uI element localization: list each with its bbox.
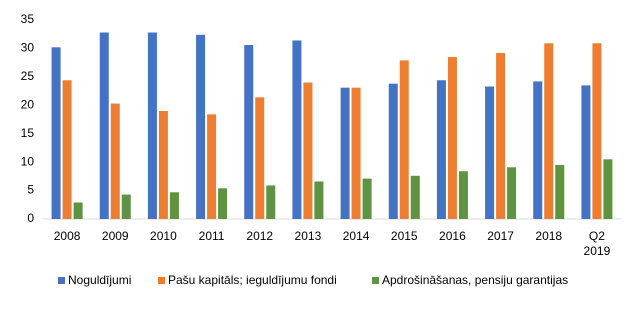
bar: [410, 175, 420, 219]
bar: [62, 80, 72, 219]
x-tick-label: 2011: [198, 229, 225, 243]
y-tick-label: 0: [27, 211, 34, 225]
bar: [207, 114, 217, 219]
y-tick-label: 35: [21, 12, 35, 26]
bar: [255, 97, 265, 219]
bar: [340, 87, 350, 219]
y-tick-label: 30: [21, 41, 35, 55]
bar: [399, 60, 409, 219]
x-tick-label: 2010: [150, 229, 177, 243]
x-tick-label: 2008: [53, 229, 81, 243]
legend-swatch: [158, 277, 165, 284]
bar: [244, 45, 254, 219]
bar: [73, 202, 83, 219]
y-tick-label: 15: [21, 126, 35, 140]
bar: [507, 167, 517, 219]
x-tick-label: 2012: [246, 229, 274, 243]
bar: [555, 164, 565, 219]
bar: [581, 85, 591, 219]
bar: [99, 32, 109, 219]
bar: [592, 43, 602, 219]
y-tick-label: 5: [27, 183, 34, 197]
bar: [51, 47, 61, 219]
bar: [544, 43, 554, 219]
x-tick-label: 2015: [390, 229, 418, 243]
bar: [169, 192, 179, 219]
bar: [158, 110, 168, 219]
bar: [351, 87, 361, 219]
x-tick-label: 2016: [439, 229, 466, 243]
x-tick-label: 2014: [342, 229, 370, 243]
y-tick-label: 20: [21, 97, 35, 111]
x-tick-label: Q2 2019: [583, 229, 611, 258]
legend-swatch: [372, 277, 379, 284]
bar: [496, 52, 506, 219]
y-tick-label: 25: [21, 69, 35, 83]
bar: [303, 82, 313, 220]
x-tick-label: 2017: [487, 229, 514, 243]
legend-swatch: [58, 277, 65, 284]
bar: [147, 32, 157, 219]
bar: [196, 34, 206, 220]
bar: [458, 171, 468, 219]
bar: [110, 103, 120, 219]
legend-label: Apdrošināšanas, pensiju garantijas: [382, 273, 568, 287]
bar: [218, 188, 228, 219]
bar: [436, 80, 446, 219]
bar: [362, 178, 372, 219]
bar: [388, 83, 398, 220]
x-tick-label: 2013: [294, 229, 322, 243]
bar: [314, 181, 324, 219]
bar: [266, 185, 276, 219]
y-tick-label: 10: [21, 154, 35, 168]
bar: [292, 40, 302, 220]
legend-label: Pašu kapitāls; ieguldījumu fondi: [168, 273, 337, 287]
bar: [447, 56, 457, 220]
bar: [533, 81, 543, 219]
bar: [121, 194, 131, 219]
bar: [485, 86, 495, 219]
legend-label: Noguldījumi: [68, 273, 131, 287]
x-tick-label: 2018: [535, 229, 563, 243]
bar: [603, 159, 613, 219]
x-tick-label: 2009: [101, 229, 129, 243]
